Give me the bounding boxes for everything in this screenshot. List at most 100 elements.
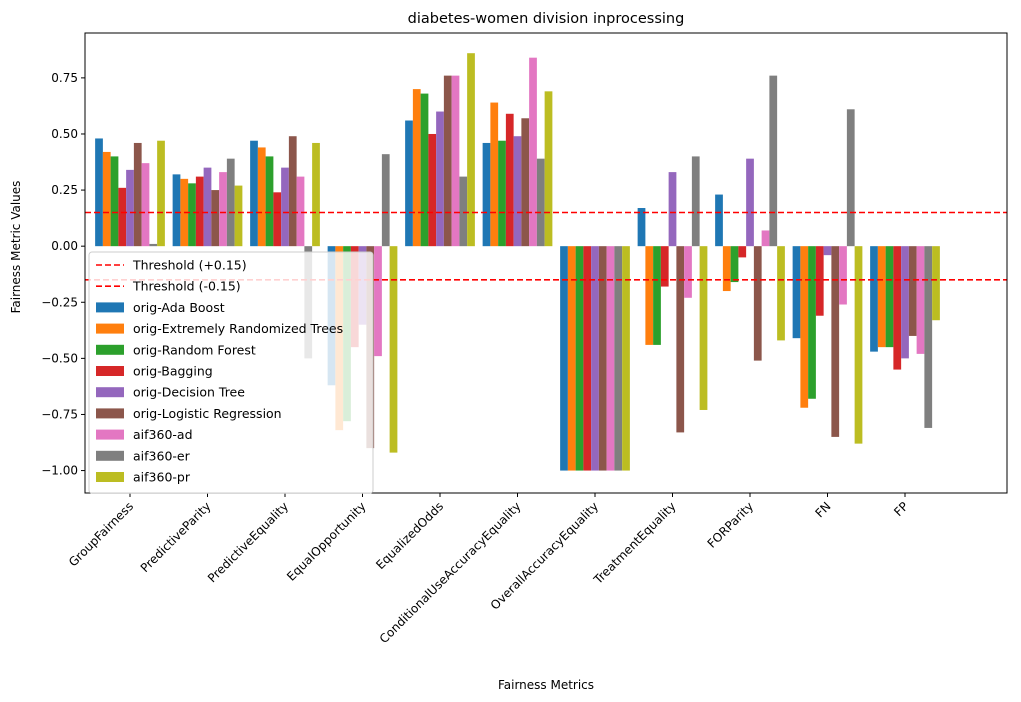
legend-swatch bbox=[96, 366, 124, 376]
bar bbox=[645, 246, 654, 345]
bar bbox=[126, 169, 134, 247]
legend-label: orig-Logistic Regression bbox=[133, 406, 282, 421]
bar bbox=[296, 176, 305, 247]
bar bbox=[575, 246, 584, 471]
bar bbox=[203, 167, 212, 247]
bar bbox=[777, 246, 785, 341]
bar bbox=[877, 246, 886, 348]
plot-frame bbox=[84, 32, 1008, 494]
x-tick-label: PredictiveEquality bbox=[205, 499, 291, 585]
legend-swatch bbox=[96, 450, 124, 461]
bar bbox=[412, 89, 421, 247]
y-tick-label: 0.00 bbox=[51, 239, 78, 253]
x-tick-label: FP bbox=[891, 499, 911, 519]
x-tick-label: PredictiveParity bbox=[138, 499, 214, 575]
legend-swatch bbox=[96, 302, 124, 313]
bar bbox=[738, 246, 747, 258]
legend-swatch bbox=[96, 323, 124, 334]
bar bbox=[265, 156, 274, 247]
bar bbox=[273, 192, 282, 247]
bar bbox=[436, 111, 444, 247]
legend: Threshold (+0.15) Threshold (-0.15) orig-A… bbox=[88, 251, 374, 494]
legend-label: Threshold (-0.15) bbox=[132, 279, 241, 294]
bar bbox=[792, 246, 801, 339]
bar bbox=[513, 136, 522, 247]
bar bbox=[808, 246, 816, 399]
bar bbox=[668, 172, 677, 247]
bar bbox=[893, 246, 902, 370]
bar bbox=[226, 158, 235, 247]
bar bbox=[118, 187, 127, 247]
bar bbox=[529, 57, 537, 247]
bar bbox=[219, 172, 227, 247]
bar bbox=[870, 246, 878, 352]
bar bbox=[498, 140, 506, 247]
bar bbox=[288, 136, 297, 247]
bar bbox=[428, 133, 437, 247]
bar bbox=[598, 246, 607, 471]
bar bbox=[451, 75, 460, 247]
bar bbox=[188, 183, 196, 247]
legend-swatch bbox=[96, 408, 124, 419]
bar bbox=[684, 246, 692, 298]
bar bbox=[722, 246, 731, 292]
bar bbox=[195, 176, 204, 247]
legend-swatch bbox=[96, 472, 124, 482]
x-tick-label: FN bbox=[812, 499, 833, 520]
bar bbox=[916, 246, 925, 354]
bar bbox=[637, 208, 646, 247]
bar bbox=[583, 246, 592, 471]
bar bbox=[885, 246, 894, 348]
legend-label: orig-Ada Boost bbox=[133, 300, 225, 315]
bar bbox=[691, 156, 700, 247]
legend-label: orig-Bagging bbox=[133, 364, 213, 379]
legend-label: orig-Extremely Randomized Trees bbox=[133, 321, 343, 336]
bar bbox=[312, 142, 320, 247]
x-tick-label: FORParity bbox=[705, 499, 756, 550]
x-tick-label: ConditionalUseAccuracyEquality bbox=[377, 499, 524, 646]
bar bbox=[149, 243, 158, 247]
bar bbox=[234, 185, 243, 247]
bar bbox=[800, 246, 809, 408]
bar bbox=[753, 246, 762, 361]
bar bbox=[761, 230, 770, 247]
bar bbox=[389, 246, 398, 453]
y-tick-label: −1.00 bbox=[41, 464, 78, 478]
bar bbox=[157, 140, 165, 247]
bar bbox=[536, 158, 545, 247]
bar bbox=[676, 246, 685, 433]
x-tick-label: GroupFairness bbox=[66, 499, 136, 569]
bar bbox=[95, 138, 103, 247]
bar bbox=[482, 142, 491, 247]
legend-swatch bbox=[96, 429, 124, 440]
bars-layer bbox=[95, 53, 940, 471]
bar bbox=[420, 93, 429, 247]
legend-box bbox=[88, 251, 374, 494]
legend-swatch bbox=[96, 344, 124, 355]
x-tick-label: TreatmentEquality bbox=[590, 499, 678, 587]
bar bbox=[459, 176, 468, 247]
bar bbox=[769, 75, 778, 247]
bar bbox=[854, 246, 863, 444]
bar bbox=[908, 246, 917, 336]
y-axis-label: Fairness Metric Values bbox=[9, 181, 23, 314]
bar bbox=[102, 151, 111, 247]
bar bbox=[505, 113, 514, 247]
bar bbox=[606, 246, 615, 471]
y-tick-label: −0.25 bbox=[41, 295, 78, 309]
legend-label: orig-Random Forest bbox=[133, 342, 256, 357]
bar bbox=[405, 120, 413, 247]
bar bbox=[839, 246, 847, 305]
legend-swatch bbox=[96, 387, 124, 398]
bar bbox=[141, 163, 150, 247]
legend-label: Threshold (+0.15) bbox=[132, 258, 247, 273]
bar bbox=[622, 246, 630, 471]
bar bbox=[374, 246, 382, 357]
bar bbox=[846, 109, 855, 247]
y-tick-label: 0.75 bbox=[51, 71, 78, 85]
bar bbox=[211, 190, 220, 247]
bar bbox=[250, 140, 258, 247]
legend-label: aif360-pr bbox=[133, 470, 191, 485]
bar bbox=[653, 246, 661, 345]
